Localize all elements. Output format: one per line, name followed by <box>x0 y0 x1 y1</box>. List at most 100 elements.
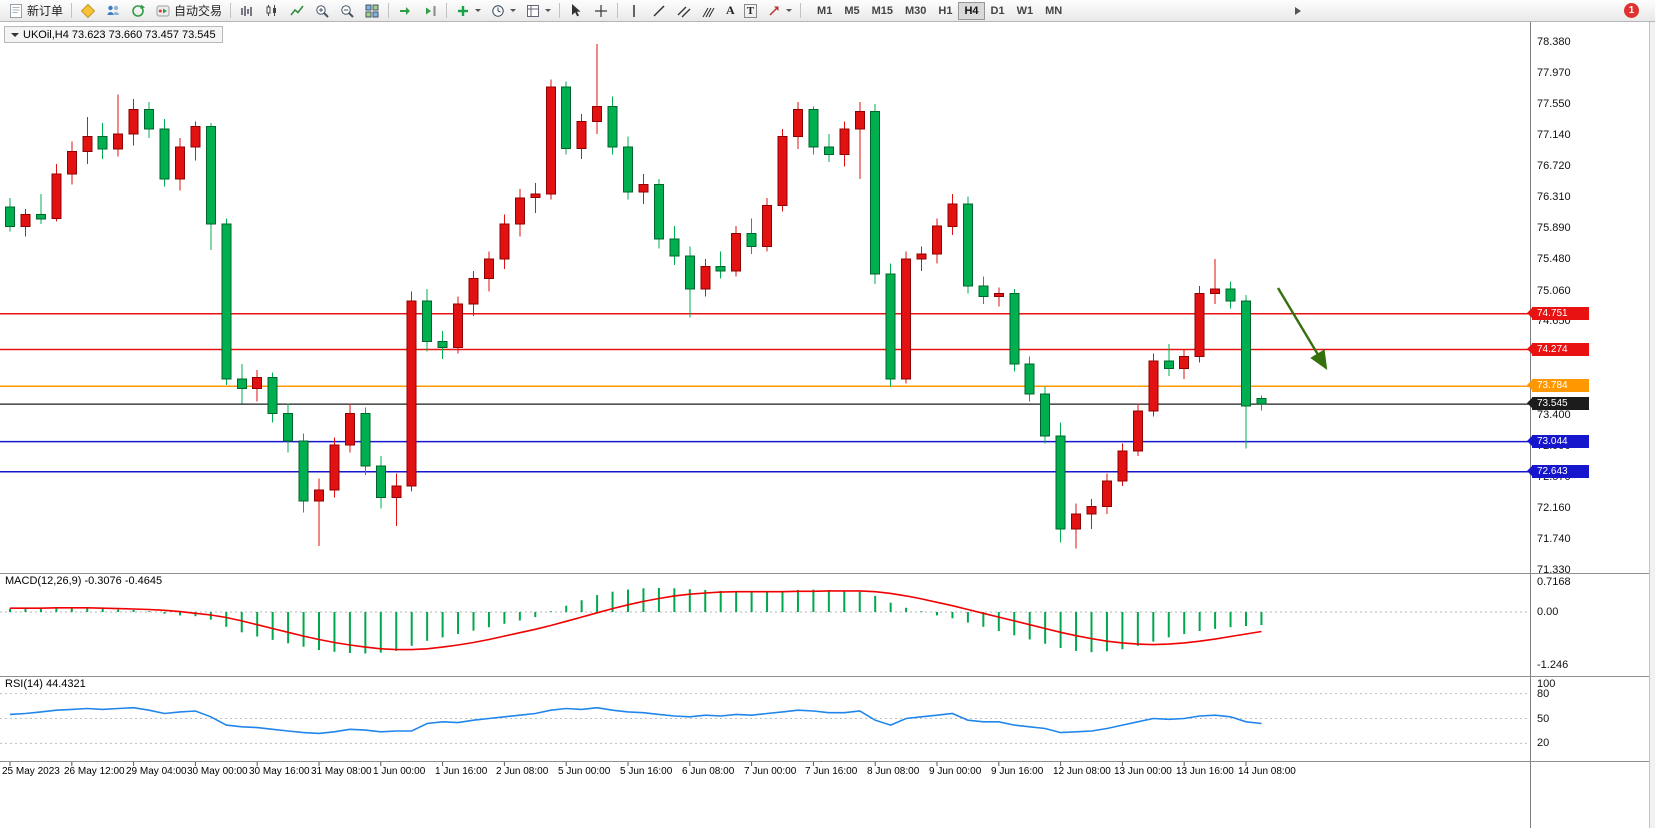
candles-layer[interactable] <box>5 44 1267 549</box>
tile-windows-icon <box>364 3 380 19</box>
text-tool-button[interactable]: A <box>722 1 739 20</box>
diamond-icon <box>80 3 96 19</box>
price-axis[interactable]: 78.380 77.970 77.550 77.140 76.720 76.310 75.8… <box>1527 22 1649 828</box>
vertical-line-tool-button[interactable] <box>622 1 646 20</box>
panel-splitter-rsi[interactable] <box>0 676 1655 677</box>
rsi-label: RSI(14) 44.4321 <box>5 678 86 690</box>
rsi-axis-label: 100 <box>1537 678 1556 690</box>
new-order-icon <box>8 3 24 19</box>
rsi-axis-label: 50 <box>1537 713 1550 725</box>
overflow-chevron-icon <box>1293 5 1303 17</box>
timeframe-m1-button[interactable]: M1 <box>811 2 838 20</box>
timeframe-m15-button[interactable]: M15 <box>866 2 899 20</box>
chart-window-button[interactable] <box>76 1 100 20</box>
text-tool-icon: A <box>726 3 735 17</box>
arrows-tool-button[interactable] <box>762 1 796 20</box>
bar-chart-button[interactable] <box>235 1 259 20</box>
tile-windows-button[interactable] <box>360 1 384 20</box>
time-axis-label: 25 May 2023 <box>2 766 60 777</box>
time-axis-label: 2 Jun 08:00 <box>496 766 549 777</box>
toolbar-separator <box>559 3 561 18</box>
zoom-out-button[interactable] <box>335 1 359 20</box>
time-axis-label: 12 Jun 08:00 <box>1053 766 1111 777</box>
channel-icon <box>676 3 692 19</box>
channel-tool-button[interactable] <box>672 1 696 20</box>
time-axis-label: 29 May 04:00 <box>126 766 187 777</box>
macd-axis-label: -1.246 <box>1537 659 1569 671</box>
chart-workspace: UKOil,H4 73.623 73.660 73.457 73.545 MAC… <box>0 22 1655 828</box>
market-watch-button[interactable] <box>101 1 125 20</box>
refresh-icon <box>130 3 146 19</box>
price-line-badge[interactable]: 73.784 <box>1527 379 1589 392</box>
time-axis-label: 7 Jun 16:00 <box>805 766 858 777</box>
indicators-plus-icon <box>455 3 471 19</box>
panel-splitter-macd[interactable] <box>0 573 1655 574</box>
price-axis-label: 75.060 <box>1537 285 1571 297</box>
rsi-axis-label: 80 <box>1537 688 1550 700</box>
zoom-in-icon <box>314 3 330 19</box>
auto-scroll-button[interactable] <box>393 1 417 20</box>
timeframe-w1-button[interactable]: W1 <box>1011 2 1040 20</box>
price-line-badge[interactable]: 73.044 <box>1527 435 1589 448</box>
macd-label: MACD(12,26,9) -0.3076 -0.4645 <box>5 575 163 587</box>
notification-badge[interactable]: 1 <box>1624 3 1639 18</box>
trendline-tool-button[interactable] <box>647 1 671 20</box>
candlestick-chart-button[interactable] <box>260 1 284 20</box>
pitchfork-icon <box>701 3 717 19</box>
time-axis-label: 1 Jun 00:00 <box>373 766 426 777</box>
chart-canvas[interactable] <box>0 22 1530 782</box>
crosshair-button[interactable] <box>589 1 613 20</box>
toolbar-separator <box>446 3 448 18</box>
indicators-button[interactable] <box>451 1 485 20</box>
time-axis-label: 13 Jun 16:00 <box>1176 766 1234 777</box>
timeframe-m30-button[interactable]: M30 <box>899 2 932 20</box>
candlestick-icon <box>264 3 280 19</box>
templates-button[interactable] <box>521 1 555 20</box>
autotrade-button[interactable]: 自动交易 <box>151 1 226 20</box>
history-center-button[interactable] <box>126 1 150 20</box>
periods-button[interactable] <box>486 1 520 20</box>
price-axis-label: 78.380 <box>1537 36 1571 48</box>
price-line-badge[interactable]: 74.751 <box>1527 307 1589 320</box>
cursor-button[interactable] <box>564 1 588 20</box>
pitchfork-tool-button[interactable] <box>697 1 721 20</box>
timeframe-h1-button[interactable]: H1 <box>932 2 958 20</box>
toolbar-separator <box>230 3 232 18</box>
timeframe-m5-button[interactable]: M5 <box>838 2 865 20</box>
vertical-scrollbar[interactable] <box>1649 22 1655 828</box>
chart-shift-button[interactable] <box>418 1 442 20</box>
timeframe-mn-button[interactable]: MN <box>1039 2 1068 20</box>
time-axis-label: 5 Jun 00:00 <box>558 766 611 777</box>
text-label-tool-button[interactable]: T <box>740 1 761 20</box>
crosshair-icon <box>593 3 609 19</box>
time-axis-label: 6 Jun 08:00 <box>682 766 735 777</box>
price-line-badge[interactable]: 74.274 <box>1527 343 1589 356</box>
timeframe-d1-button[interactable]: D1 <box>985 2 1011 20</box>
trend-arrow-annotation[interactable] <box>1276 287 1328 371</box>
rsi-axis-label: 20 <box>1537 737 1550 749</box>
cursor-icon <box>568 3 584 19</box>
macd-histogram <box>9 587 1263 654</box>
time-axis-label: 13 Jun 00:00 <box>1114 766 1172 777</box>
time-axis[interactable]: 25 May 2023 26 May 12:00 29 May 04:00 30 Ma… <box>0 764 1530 780</box>
price-axis-label: 77.550 <box>1537 98 1571 110</box>
dropdown-caret-icon <box>545 9 552 15</box>
vertical-line-icon <box>626 3 642 19</box>
price-line-badge[interactable]: 72.643 <box>1527 465 1589 478</box>
line-chart-button[interactable] <box>285 1 309 20</box>
time-axis-label: 9 Jun 16:00 <box>991 766 1044 777</box>
zoom-in-button[interactable] <box>310 1 334 20</box>
time-axis-label: 26 May 12:00 <box>64 766 125 777</box>
chart-shift-icon <box>422 3 438 19</box>
autotrade-icon <box>155 3 171 19</box>
time-axis-label: 14 Jun 08:00 <box>1238 766 1296 777</box>
toolbar-overflow-button[interactable] <box>1289 1 1307 20</box>
price-axis-label: 76.310 <box>1537 191 1571 203</box>
timeframe-h4-button[interactable]: H4 <box>958 1 985 20</box>
new-order-button[interactable]: 新订单 <box>4 1 67 20</box>
price-line-badge[interactable]: 73.545 <box>1527 397 1589 410</box>
line-chart-icon <box>289 3 305 19</box>
chart-title-bar[interactable]: UKOil,H4 73.623 73.660 73.457 73.545 <box>4 26 223 43</box>
time-axis-label: 30 May 16:00 <box>249 766 310 777</box>
auto-scroll-icon <box>397 3 413 19</box>
